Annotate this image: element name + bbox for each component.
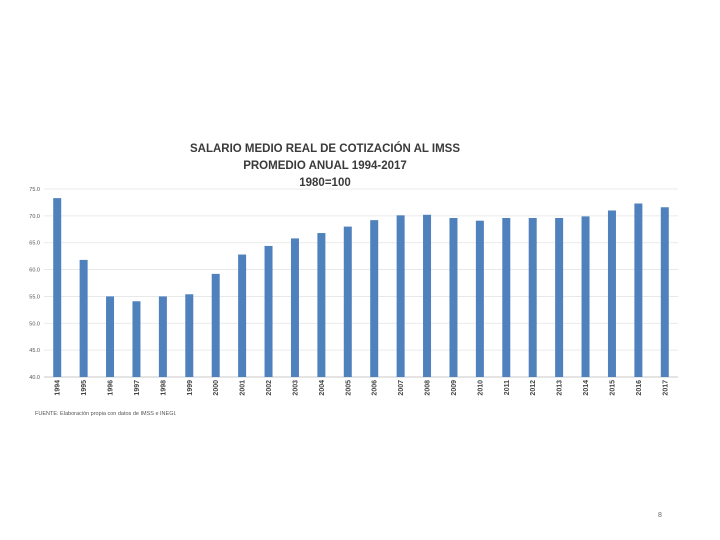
x-tick-label: 2000	[213, 380, 220, 396]
x-tick-label: 2016	[636, 380, 643, 396]
y-tick-label: 45.0	[29, 348, 40, 354]
x-tick-label: 2005	[345, 380, 352, 396]
bar-2006	[370, 220, 379, 377]
chart-title-line-2: PROMEDIO ANUAL 1994-2017	[243, 160, 407, 172]
gridlines	[44, 188, 678, 378]
bar-2017	[660, 207, 669, 377]
x-tick-label: 2014	[583, 380, 590, 396]
y-tick-label: 55.0	[29, 294, 40, 300]
x-tick-label: 2001	[240, 380, 247, 396]
x-tick-label: 2008	[425, 380, 432, 396]
bar-2002	[264, 245, 273, 377]
x-tick-label: 2009	[451, 380, 458, 396]
x-tick-label: 1997	[134, 380, 141, 396]
y-tick-label: 40.0	[29, 375, 40, 381]
x-tick-label: 1994	[55, 380, 62, 396]
x-tick-label: 2004	[319, 380, 326, 396]
x-tick-label: 2011	[504, 380, 511, 395]
bar-2012	[528, 218, 537, 377]
bar-2015	[607, 210, 616, 377]
chart-title-line-3: 1980=100	[299, 177, 351, 189]
x-tick-label: 2015	[609, 380, 616, 396]
y-tick-label: 65.0	[29, 241, 40, 247]
y-tick-label: 60.0	[29, 268, 40, 274]
bar-2008	[423, 214, 432, 377]
x-tick-label: 1995	[81, 380, 88, 396]
bar-1994	[53, 198, 62, 377]
x-tick-label: 1999	[187, 380, 194, 396]
x-tick-label: 1998	[160, 380, 167, 396]
chart-title-line-1: SALARIO MEDIO REAL DE COTIZACIÓN AL IMSS	[190, 142, 460, 155]
y-axis-ticks: 75.0 70.0 65.0 60.0 55.0 50.0 45.0 40.0	[29, 187, 40, 381]
bar-2010	[475, 220, 484, 377]
bar-2013	[555, 218, 564, 377]
bar-1998	[158, 296, 167, 377]
bar-2004	[317, 233, 326, 377]
y-tick-label: 70.0	[29, 214, 40, 220]
bar-1995	[79, 259, 88, 377]
x-tick-label: 2012	[530, 380, 537, 396]
x-tick-label: 1996	[108, 380, 115, 396]
x-tick-label: 2013	[557, 380, 564, 396]
chart-title: SALARIO MEDIO REAL DE COTIZACIÓN AL IMSS…	[190, 142, 460, 189]
bar-1999	[185, 294, 194, 377]
y-tick-label: 75.0	[29, 187, 40, 193]
bar-2007	[396, 215, 405, 377]
bar-2011	[502, 218, 511, 377]
bar-2005	[343, 226, 352, 377]
x-tick-label: 2002	[266, 380, 273, 396]
bar-2016	[634, 203, 643, 377]
bar-2009	[449, 218, 458, 377]
x-tick-label: 2010	[477, 380, 484, 396]
page-number: 8	[658, 512, 662, 519]
bars	[53, 198, 669, 377]
x-axis-ticks: 1994 1995 1996 1997 1998 1999 2000 2001 2002 2003…	[55, 380, 670, 396]
x-tick-label: 2006	[372, 380, 379, 396]
bar-1996	[106, 296, 115, 377]
bar-2001	[238, 254, 247, 377]
bar-1997	[132, 301, 141, 377]
bar-2003	[290, 238, 299, 377]
y-tick-label: 50.0	[29, 321, 40, 327]
x-tick-label: 2003	[292, 380, 299, 396]
bar-2014	[581, 216, 590, 377]
source-note: FUENTE: Elaboración propia con datos de …	[35, 411, 177, 417]
x-tick-label: 2007	[398, 380, 405, 396]
bar-2000	[211, 273, 220, 377]
x-tick-label: 2017	[662, 380, 669, 396]
